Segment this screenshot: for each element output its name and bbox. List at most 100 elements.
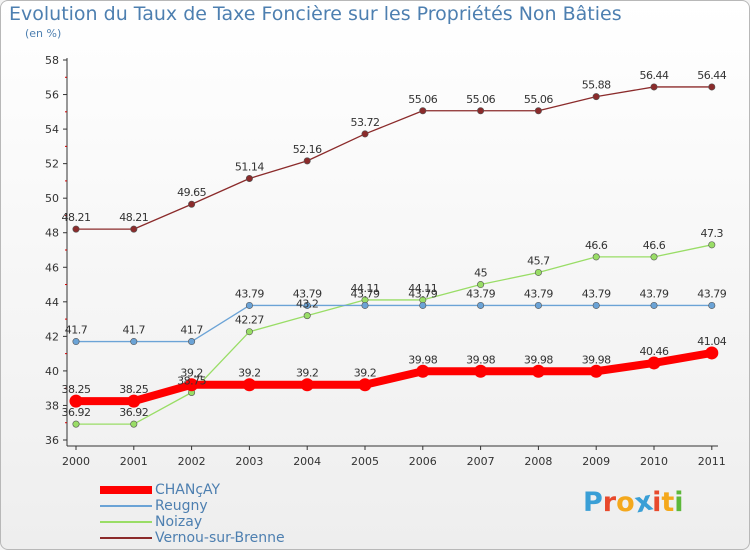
data-point [531,364,545,378]
data-point [303,301,311,309]
y-tick-label: 42 [45,330,59,343]
logo-letter: t [661,487,675,518]
data-label: 44.11 [408,282,437,295]
data-label: 39.2 [180,367,203,380]
legend-label: CHANçAY [155,482,221,498]
data-point [130,338,138,346]
x-tick-label: 2010 [640,455,668,468]
data-point [708,241,716,249]
data-label: 39.98 [466,353,495,366]
data-point [419,107,427,115]
data-point [592,301,600,309]
y-tick-label: 48 [45,227,59,240]
data-label: 51.14 [235,160,264,173]
data-point [358,378,372,392]
y-tick-label: 36 [45,434,59,447]
data-label: 41.7 [65,324,88,337]
y-tick-label: 38 [45,399,59,412]
data-label: 47.3 [701,227,724,240]
data-label: 55.06 [466,93,495,106]
data-point [245,301,253,309]
y-tick-label: 46 [45,261,59,274]
data-point [245,328,253,336]
data-label: 45.7 [527,254,550,267]
data-label: 36.92 [62,406,91,419]
data-label: 39.2 [354,367,377,380]
x-tick-label: 2000 [62,455,90,468]
data-point [589,364,603,378]
x-tick-label: 2004 [293,455,321,468]
series-line-3 [76,86,712,230]
x-tick-label: 2009 [582,455,610,468]
data-point [72,225,80,233]
data-point [592,93,600,101]
data-point [245,174,253,182]
data-point [647,356,661,370]
logo-letter: i [652,487,662,518]
x-tick-label: 2011 [698,455,726,468]
data-point [416,364,430,378]
data-point [303,312,311,320]
data-point [419,301,427,309]
proxiti-logo: Proxiti [583,486,684,520]
data-point [650,253,658,261]
data-label: 39.98 [582,353,611,366]
data-label: 39.98 [408,353,437,366]
series-line-1 [76,304,712,343]
data-point [705,346,719,360]
data-label: 38.25 [62,383,91,396]
data-point [534,107,542,115]
data-label: 39.2 [238,367,261,380]
data-label: 53.72 [351,116,380,129]
legend-label: Reugny [155,498,208,514]
data-label: 43.79 [351,287,380,300]
x-tick-label: 2008 [524,455,552,468]
legend-swatch [100,505,152,507]
y-tick-label: 56 [45,89,59,102]
data-label: 43.79 [697,287,726,300]
data-label: 43.79 [466,287,495,300]
y-tick-label: 44 [45,296,59,309]
chart-subtitle: (en %) [25,27,62,40]
data-label: 46.6 [585,239,608,252]
data-label: 43.79 [293,287,322,300]
data-label: 55.88 [582,79,611,92]
data-label: 49.65 [177,186,206,199]
data-point [127,394,141,408]
data-label: 55.06 [524,93,553,106]
y-tick-label: 40 [45,365,59,378]
data-point [708,83,716,91]
logo-letter: i [674,487,684,518]
data-label: 43.79 [408,287,437,300]
data-point [477,107,485,115]
x-tick-label: 2006 [409,455,437,468]
data-point [361,130,369,138]
data-label: 44.11 [351,282,380,295]
data-label: 38.25 [119,383,148,396]
data-point [300,378,314,392]
data-label: 39.2 [296,367,319,380]
data-label: 41.7 [123,324,146,337]
data-label: 43.79 [235,287,264,300]
chart-title: Evolution du Taux de Taxe Foncière sur l… [9,3,622,25]
data-label: 52.16 [293,143,322,156]
data-label: 41.7 [180,324,203,337]
data-point [188,338,196,346]
data-label: 46.6 [643,239,666,252]
data-point [130,225,138,233]
legend-swatch [100,486,152,494]
data-point [708,301,716,309]
legend-label: Vernou-sur-Brenne [155,530,285,546]
y-tick-label: 58 [45,54,59,67]
data-label: 41.04 [697,335,726,348]
data-point [303,157,311,165]
data-label: 48.21 [119,211,148,224]
logo-letter: P [583,487,603,518]
data-label: 43.2 [296,298,319,311]
data-label: 55.06 [408,93,437,106]
data-label: 36.92 [119,406,148,419]
data-point [130,420,138,428]
data-label: 43.79 [524,287,553,300]
data-point [242,378,256,392]
